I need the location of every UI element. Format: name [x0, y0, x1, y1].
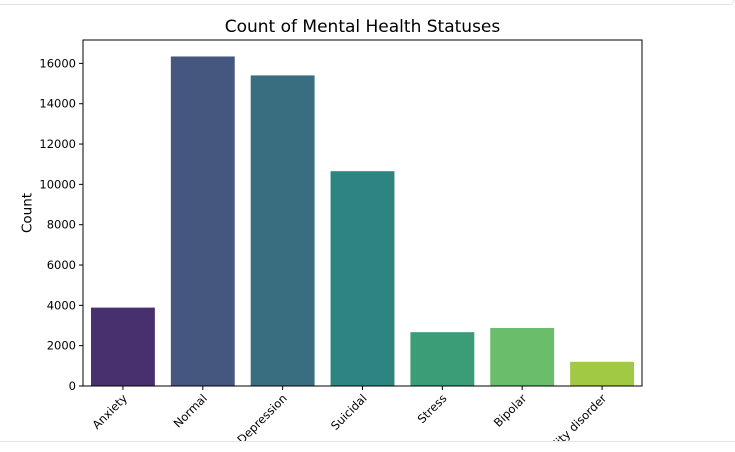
y-axis: 0 2000 4000 6000 8000 10000 12000 14000 16000	[39, 56, 83, 393]
x-tick-label: Bipolar	[491, 391, 530, 430]
y-tick-label: 4000	[47, 298, 76, 312]
y-tick-label: 8000	[47, 218, 76, 232]
chart-title: Count of Mental Health Statuses	[225, 17, 501, 37]
plot-frame	[82, 39, 643, 387]
bars-group	[90, 56, 635, 387]
bottom-frame-edge	[0, 441, 735, 452]
bar-stress	[410, 332, 475, 386]
bar-bipolar	[490, 327, 555, 386]
x-tick-label: Anxiety	[89, 391, 130, 432]
bar-suicidal	[330, 171, 395, 386]
y-tick-label: 0	[69, 379, 76, 393]
y-axis-label: Count	[20, 193, 36, 233]
y-tick-label: 10000	[39, 177, 76, 191]
x-tick-label: Normal	[171, 391, 210, 430]
bar-personality-disorder	[570, 361, 635, 386]
y-tick-label: 14000	[39, 97, 76, 111]
y-tick-label: 12000	[39, 137, 76, 151]
bar-normal	[170, 56, 235, 387]
top-frame-edge	[0, 0, 734, 5]
x-tick-label: Stress	[415, 391, 450, 426]
y-tick-label: 16000	[39, 56, 76, 70]
bar-anxiety	[90, 307, 155, 386]
bar-depression	[250, 75, 315, 386]
y-tick-label: 6000	[47, 258, 76, 272]
x-tick-label: Suicidal	[328, 391, 370, 433]
y-tick-label: 2000	[47, 339, 76, 353]
x-tick-label: Depression	[234, 391, 289, 446]
